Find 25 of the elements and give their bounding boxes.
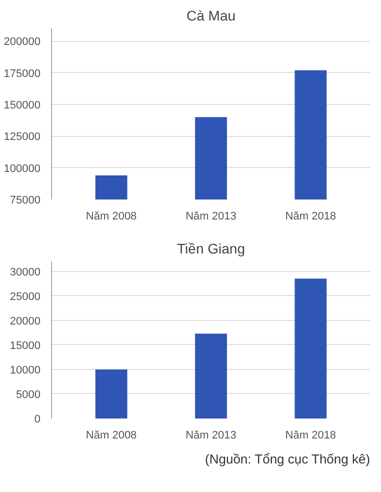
text: (Nguồn: Tổng cục Thống kê) <box>205 452 370 466</box>
y-tick-label: 10000 <box>10 364 41 376</box>
y-tick-label: 0 <box>34 414 41 426</box>
chart-title: Cà Mau <box>186 8 236 24</box>
bar <box>294 278 327 418</box>
y-tick-label: 5000 <box>16 388 41 401</box>
y-tick-label: 175000 <box>4 68 41 80</box>
y-tick-label: 20000 <box>10 315 41 328</box>
bar <box>95 369 128 418</box>
x-tick-label: Năm 2018 <box>285 430 336 442</box>
y-tick-label: 75000 <box>10 194 41 206</box>
y-tick-label: 125000 <box>4 131 41 144</box>
y-tick-label: 30000 <box>10 266 41 278</box>
y-tick-label: 200000 <box>4 36 41 48</box>
x-tick-label: Năm 2013 <box>186 430 236 442</box>
bar <box>195 334 227 418</box>
y-tick-label: 15000 <box>10 340 41 352</box>
x-tick-label: Năm 2018 <box>285 210 336 222</box>
y-tick-label: 25000 <box>10 290 41 303</box>
x-tick-label: Năm 2008 <box>86 430 137 442</box>
x-tick-label: Năm 2008 <box>86 210 137 222</box>
x-tick-label: Năm 2013 <box>186 210 236 222</box>
chart-title: Tiền Giang <box>177 240 245 256</box>
y-tick-label: 100000 <box>4 162 41 175</box>
y-tick-label: 150000 <box>4 100 41 112</box>
